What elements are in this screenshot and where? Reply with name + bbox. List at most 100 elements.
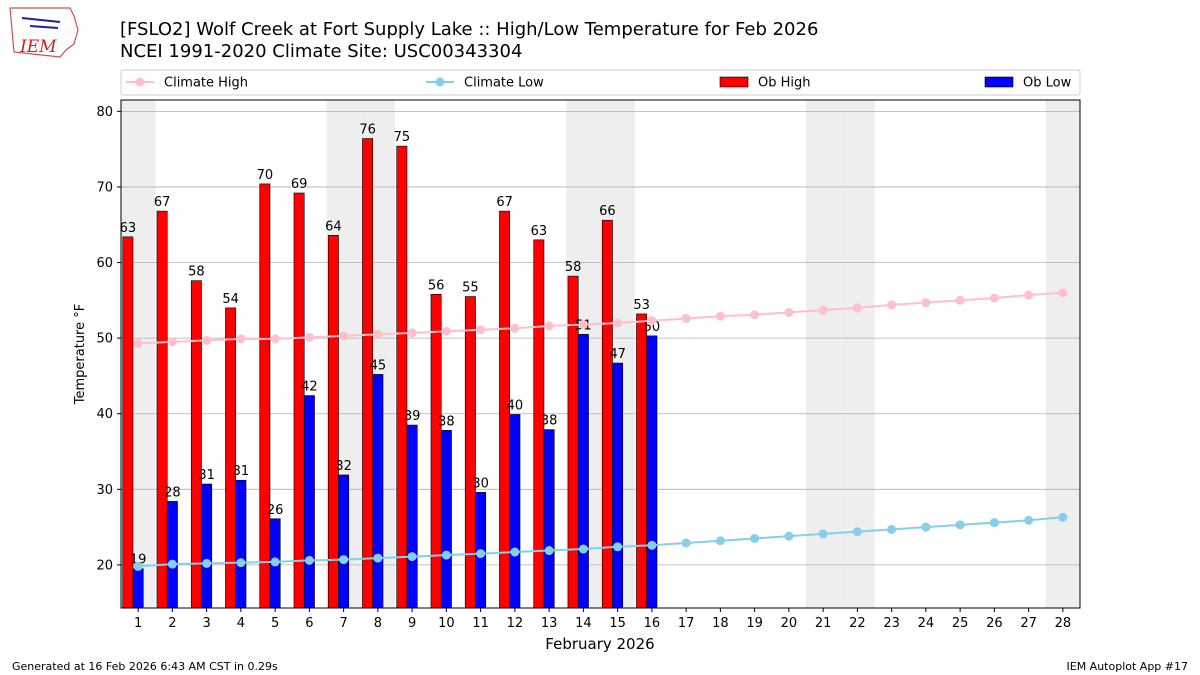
- bar: [338, 474, 350, 609]
- line-marker: [236, 558, 246, 568]
- line-marker: [750, 533, 760, 543]
- line-marker: [578, 320, 588, 330]
- data-label: 32: [335, 459, 352, 474]
- line-marker: [613, 318, 623, 328]
- line-marker: [750, 310, 760, 320]
- data-label: 56: [428, 278, 445, 293]
- line: [138, 516, 1063, 568]
- footer-right: IEM Autoplot App #17: [1067, 660, 1189, 673]
- logo-outline: [9, 7, 79, 58]
- line-marker: [921, 298, 931, 308]
- data-label: 76: [359, 123, 376, 138]
- y-tick-label: 80: [96, 105, 113, 120]
- data-label: 66: [599, 204, 616, 219]
- line-marker: [373, 329, 383, 339]
- line-marker: [441, 326, 451, 336]
- data-label: 42: [301, 380, 318, 395]
- plot-frame: [120, 99, 1081, 609]
- line-marker: [852, 303, 862, 313]
- data-label: 70: [257, 168, 274, 183]
- legend-label: Ob High: [758, 76, 811, 91]
- y-axis-label: Temperature °F: [73, 304, 88, 405]
- data-label: 26: [267, 503, 284, 518]
- x-tick-label: 22: [849, 616, 866, 631]
- legend-swatch: [984, 76, 1014, 88]
- bar: [132, 568, 144, 609]
- chart-title: [FSLO2] Wolf Creek at Fort Supply Lake :…: [120, 19, 818, 40]
- data-label: 54: [222, 292, 239, 307]
- bar: [166, 501, 178, 609]
- data-label: 38: [438, 414, 455, 429]
- x-tick-label: 26: [986, 616, 1003, 631]
- line: [138, 291, 1063, 345]
- data-label: 28: [164, 485, 181, 500]
- x-tick-label: 11: [472, 616, 489, 631]
- line-marker: [887, 524, 897, 534]
- line-marker: [647, 540, 657, 550]
- data-label: 58: [565, 260, 582, 275]
- x-tick-label: 19: [746, 616, 763, 631]
- line-marker: [647, 316, 657, 326]
- bar: [201, 483, 213, 609]
- x-tick-label: 25: [952, 616, 969, 631]
- bar: [327, 235, 339, 609]
- weekend-shade: [840, 100, 875, 608]
- line-marker: [613, 542, 623, 552]
- legend-swatch: [719, 76, 749, 88]
- line-marker: [373, 553, 383, 563]
- x-tick-label: 28: [1055, 616, 1072, 631]
- line-marker: [407, 328, 417, 338]
- bar: [396, 145, 408, 609]
- line-marker: [681, 538, 691, 548]
- line-marker: [304, 332, 314, 342]
- weekend-shade: [1045, 100, 1080, 608]
- line-marker: [818, 529, 828, 539]
- y-tick-label: 40: [96, 407, 113, 422]
- x-tick-label: 6: [305, 616, 313, 631]
- line-marker: [1024, 515, 1034, 525]
- footer-left: Generated at 16 Feb 2026 6:43 AM CST in …: [12, 660, 278, 673]
- line-marker: [955, 520, 965, 530]
- data-label: 31: [233, 464, 250, 479]
- legend-box: [120, 69, 1081, 96]
- legend-label: Climate High: [164, 76, 248, 91]
- x-axis-label: February 2026: [545, 635, 654, 653]
- y-tick-label: 30: [96, 483, 113, 498]
- bar: [190, 280, 202, 609]
- line-marker: [818, 305, 828, 315]
- line-marker: [989, 518, 999, 528]
- line-marker: [339, 331, 349, 341]
- data-label: 69: [291, 177, 308, 192]
- x-tick-label: 3: [202, 616, 210, 631]
- legend-marker: [135, 77, 145, 87]
- x-tick-label: 14: [575, 616, 592, 631]
- line-marker: [476, 549, 486, 559]
- line-marker: [1058, 288, 1068, 298]
- line-marker: [510, 323, 520, 333]
- line-marker: [167, 559, 177, 569]
- data-label: 45: [370, 358, 387, 373]
- line-marker: [133, 561, 143, 571]
- line-marker: [510, 547, 520, 557]
- data-label: 67: [496, 195, 513, 210]
- weekend-shade: [806, 100, 841, 608]
- data-label: 40: [507, 398, 524, 413]
- bar: [372, 374, 384, 609]
- legend-label: Ob Low: [1023, 76, 1072, 91]
- x-tick-label: 8: [374, 616, 382, 631]
- data-label: 19: [130, 553, 147, 568]
- bar: [259, 183, 271, 609]
- line-marker: [544, 321, 554, 331]
- line-marker: [304, 555, 314, 565]
- bar: [601, 219, 613, 609]
- line-marker: [887, 300, 897, 310]
- x-tick-label: 17: [678, 616, 695, 631]
- data-label: 63: [120, 221, 137, 236]
- bar: [612, 362, 624, 609]
- x-tick-label: 27: [1020, 616, 1037, 631]
- line-marker: [270, 334, 280, 344]
- bar: [156, 210, 168, 609]
- x-tick-label: 9: [408, 616, 416, 631]
- line-marker: [339, 555, 349, 565]
- line-marker: [1024, 290, 1034, 300]
